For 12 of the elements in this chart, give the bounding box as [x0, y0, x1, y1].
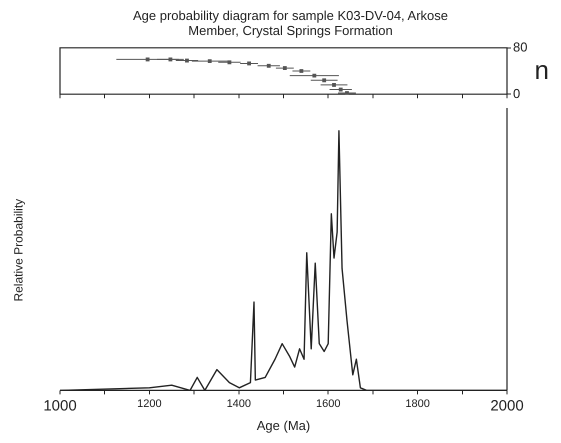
x-axis-title: Age (Ma) [256, 418, 310, 433]
x-tick-label: 1400 [226, 398, 252, 410]
x-tick-label: 1000 [43, 398, 77, 415]
y-axis-title: Relative Probability [12, 198, 26, 302]
x-tick-label: 1200 [137, 398, 162, 410]
y-axis-title: n [534, 55, 549, 86]
x-tick-label: 1800 [405, 398, 430, 410]
y-tick-label: 80 [513, 39, 528, 54]
x-tick-label: 1600 [316, 398, 340, 410]
x-tick-label: 2000 [490, 398, 524, 415]
chart-title: Age probability diagram for sample K03-DV-04, Arkose Member, Crystal Springs Formation [132, 8, 450, 38]
y-tick-label: 0 [513, 86, 520, 101]
